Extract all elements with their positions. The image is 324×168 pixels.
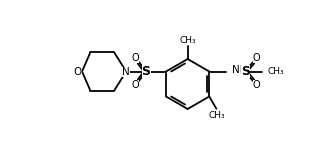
Text: N: N (122, 67, 130, 76)
Text: O: O (253, 53, 260, 63)
Text: CH₃: CH₃ (208, 111, 225, 120)
Text: O: O (74, 67, 82, 76)
Text: CH₃: CH₃ (268, 67, 284, 76)
Text: S: S (241, 65, 250, 78)
Text: NH: NH (232, 65, 247, 75)
Text: O: O (132, 53, 139, 63)
Text: CH₃: CH₃ (179, 36, 196, 45)
Text: O: O (132, 80, 139, 90)
Text: S: S (142, 65, 151, 78)
Text: O: O (253, 80, 260, 90)
